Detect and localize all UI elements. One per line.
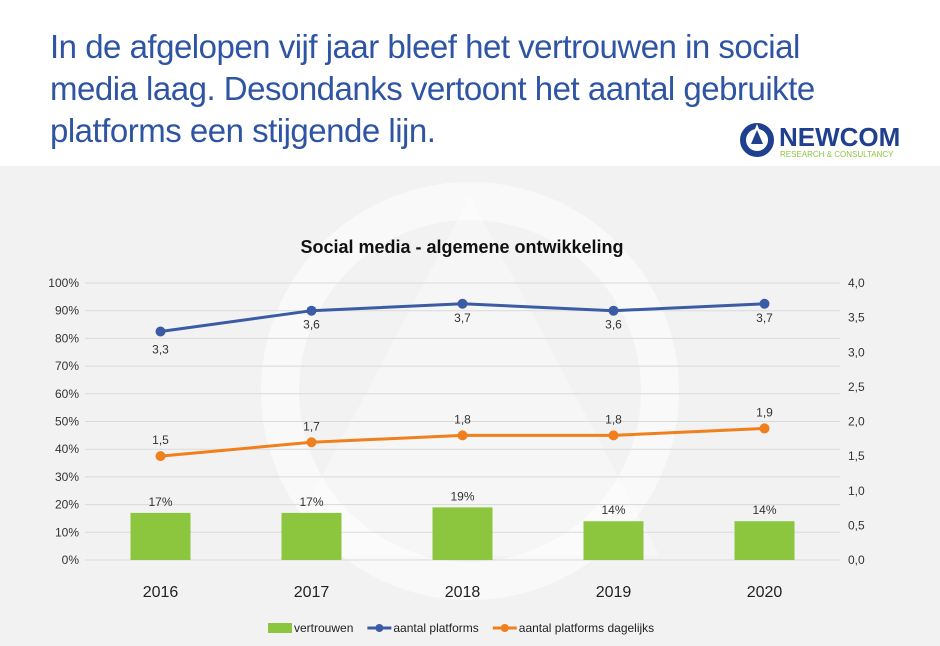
legend-marker: [500, 624, 509, 632]
legend-label: vertrouwen: [294, 621, 353, 635]
right-tick-label: 3,5: [848, 311, 865, 325]
line-data-label: 1,7: [303, 419, 320, 433]
bar-data-label: 14%: [752, 503, 776, 517]
left-tick-label: 0%: [62, 553, 80, 567]
left-tick-label: 60%: [55, 387, 79, 401]
line-data-label: 3,7: [756, 311, 773, 325]
bar-data-label: 17%: [299, 495, 323, 509]
x-tick-label: 2020: [747, 584, 783, 601]
right-tick-label: 0,5: [848, 518, 865, 532]
logo-name: NEWCOM: [779, 122, 900, 152]
chart-area: Social media - algemene ontwikkeling 0% 1…: [0, 166, 940, 646]
line-point: [306, 305, 317, 316]
legend-label: aantal platforms: [393, 621, 478, 635]
line-point: [759, 423, 770, 434]
line-data-label: 1,8: [454, 412, 471, 426]
left-tick-label: 30%: [55, 470, 79, 484]
bar: [734, 521, 795, 560]
line-point: [608, 430, 619, 441]
line-point: [306, 437, 317, 448]
bar-data-label: 14%: [601, 503, 625, 517]
line-data-label: 1,8: [605, 412, 622, 426]
x-tick-label: 2019: [596, 584, 632, 601]
watermark-logo-icon: [261, 182, 679, 600]
right-tick-label: 2,0: [848, 415, 865, 429]
bar: [432, 507, 493, 560]
line-point: [608, 305, 619, 316]
right-tick-label: 4,0: [848, 276, 865, 290]
legend-label: aantal platforms dagelijks: [519, 621, 654, 635]
legend: vertrouwen aantal platforms aantal platfor…: [268, 621, 654, 635]
line-data-label: 1,9: [756, 405, 773, 419]
newcom-logo: NEWCOM RESEARCH & CONSULTANCY: [740, 122, 900, 159]
chart-title: Social media - algemene ontwikkeling: [300, 237, 623, 257]
left-tick-label: 80%: [55, 331, 79, 345]
line-data-label: 1,5: [152, 433, 169, 447]
line-point: [457, 430, 468, 441]
bar: [583, 521, 644, 560]
left-tick-label: 100%: [48, 276, 79, 290]
combo-chart: Social media - algemene ontwikkeling 0% 1…: [48, 182, 865, 635]
left-axis: 0% 10% 20% 30% 40% 50% 60% 70% 80% 90% 100%: [48, 276, 79, 567]
line-point: [155, 451, 166, 462]
legend-swatch: [268, 623, 292, 633]
logo-tagline: RESEARCH & CONSULTANCY: [780, 150, 894, 159]
left-tick-label: 90%: [55, 304, 79, 318]
line-data-label: 3,3: [152, 342, 169, 356]
bar: [130, 512, 191, 560]
right-tick-label: 1,0: [848, 484, 865, 498]
left-tick-label: 20%: [55, 498, 79, 512]
right-tick-label: 3,0: [848, 345, 865, 359]
bar-data-label: 17%: [148, 495, 172, 509]
left-tick-label: 40%: [55, 442, 79, 456]
left-tick-label: 50%: [55, 415, 79, 429]
bar: [281, 512, 342, 560]
right-tick-label: 2,5: [848, 380, 865, 394]
bar-series: 17% 17% 19% 14% 14%: [130, 489, 795, 560]
line-data-label: 3,6: [605, 318, 622, 332]
left-tick-label: 70%: [55, 359, 79, 373]
bar-data-label: 19%: [450, 489, 474, 503]
line-point: [759, 298, 770, 309]
line-data-label: 3,6: [303, 318, 320, 332]
x-tick-label: 2017: [294, 584, 330, 601]
line-point: [457, 298, 468, 309]
headline: In de afgelopen vijf jaar bleef het vert…: [50, 28, 815, 149]
x-axis: 2016 2017 2018 2019 2020: [143, 584, 783, 601]
x-tick-label: 2016: [143, 584, 179, 601]
legend-marker: [375, 624, 384, 632]
x-tick-label: 2018: [445, 584, 481, 601]
right-tick-label: 0,0: [848, 553, 865, 567]
left-tick-label: 10%: [55, 525, 79, 539]
right-axis: 0,0 0,5 1,0 1,5 2,0 2,5 3,0 3,5 4,0: [848, 276, 865, 567]
line-point: [155, 326, 166, 337]
newcom-logo-icon: [740, 123, 774, 157]
line-series: 3,3 3,6 3,7 3,6 3,7 1,5 1,7 1,8 1,8 1,9: [152, 298, 773, 462]
line-data-label: 3,7: [454, 311, 471, 325]
right-tick-label: 1,5: [848, 449, 865, 463]
